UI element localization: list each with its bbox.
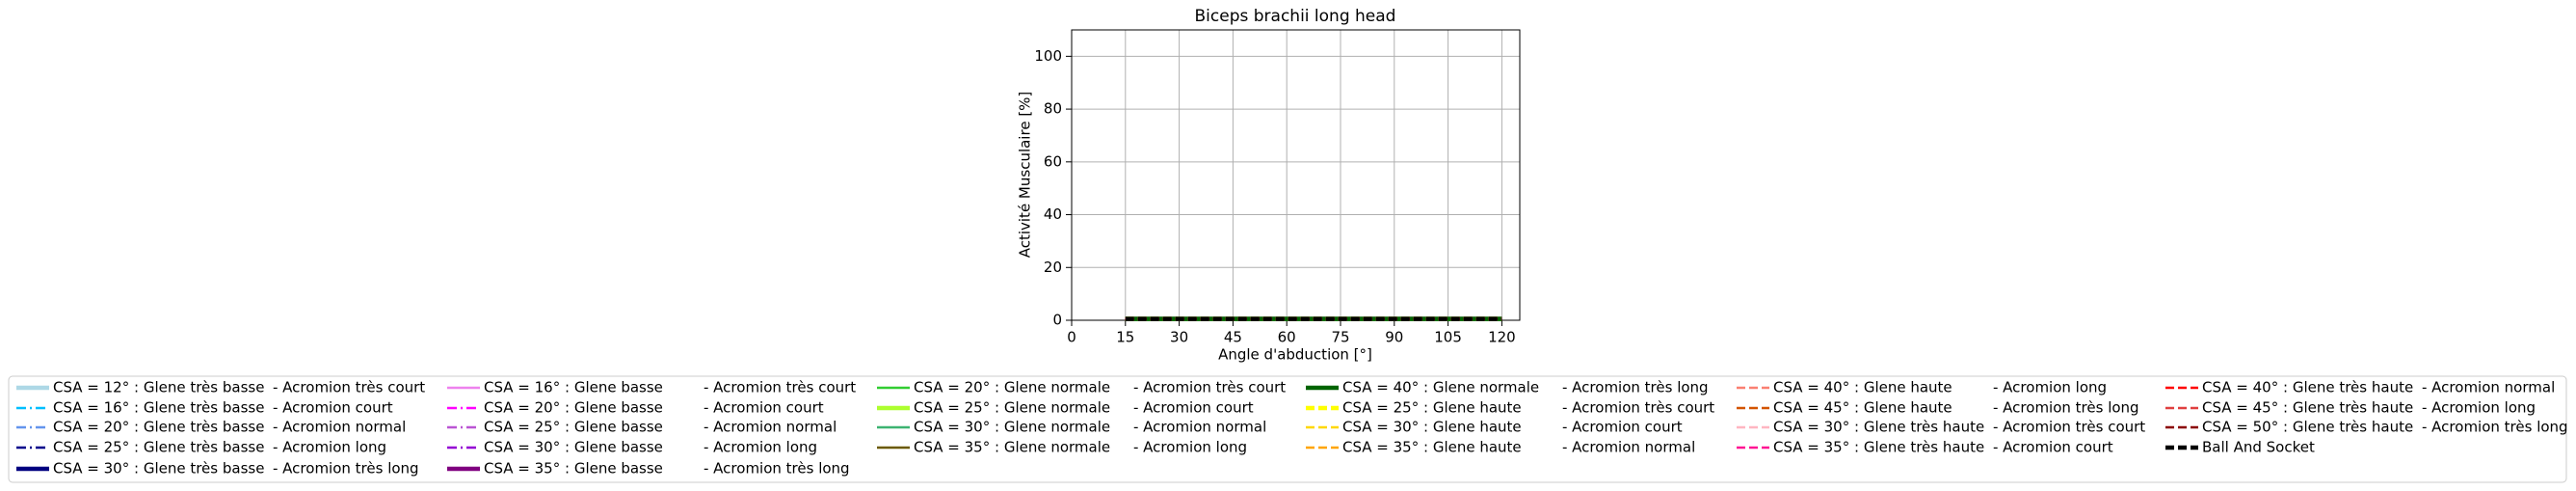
legend-suffix: - Acromion très long (273, 460, 419, 477)
legend-suffix: - Acromion très court (1993, 419, 2145, 436)
legend-suffix: - Acromion normal (1133, 419, 1266, 436)
legend-label: CSA = 30° : Glene normale (914, 419, 1110, 436)
x-tick-label: 30 (1170, 329, 1188, 346)
x-tick-label: 15 (1116, 329, 1134, 346)
x-tick-label: 45 (1224, 329, 1242, 346)
legend-label: CSA = 20° : Glene très basse (53, 419, 264, 436)
legend-label: CSA = 30° : Glene haute (1342, 419, 1522, 436)
legend-suffix: - Acromion très court (704, 379, 856, 396)
y-axis-label: Activité Musculaire [%] (1017, 92, 1034, 259)
legend-suffix: - Acromion long (273, 439, 386, 456)
legend-label: Ball And Socket (2202, 439, 2315, 456)
legend-label: CSA = 25° : Glene haute (1342, 399, 1522, 417)
legend-suffix: - Acromion très long (2422, 419, 2568, 436)
legend-label: CSA = 35° : Glene très haute (1773, 439, 1984, 456)
legend-suffix: - Acromion très long (704, 460, 850, 477)
legend-label: CSA = 16° : Glene basse (484, 379, 663, 396)
legend-suffix: - Acromion court (1993, 439, 2113, 456)
legend-suffix: - Acromion long (704, 439, 817, 456)
legend-label: CSA = 40° : Glene haute (1773, 379, 1952, 396)
y-tick-label: 40 (1044, 205, 1062, 223)
plot-frame (1071, 29, 1521, 321)
legend-label: CSA = 12° : Glene très basse (53, 379, 264, 396)
legend-suffix: - Acromion très long (1993, 399, 2139, 417)
y-tick-label: 100 (1034, 47, 1062, 65)
y-tick-label: 0 (1052, 312, 1062, 329)
legend-label: CSA = 30° : Glene très basse (53, 460, 264, 477)
legend-suffix: - Acromion normal (704, 419, 837, 436)
legend-label: CSA = 35° : Glene normale (914, 439, 1110, 456)
legend-label: CSA = 20° : Glene normale (914, 379, 1110, 396)
legend-suffix: - Acromion normal (2422, 379, 2555, 396)
legend-label: CSA = 45° : Glene haute (1773, 399, 1952, 417)
legend-suffix: - Acromion court (704, 399, 824, 417)
legend-label: CSA = 25° : Glene basse (484, 419, 663, 436)
legend-label: CSA = 30° : Glene très haute (1773, 419, 1984, 436)
legend-suffix: - Acromion long (1133, 439, 1247, 456)
legend-label: CSA = 25° : Glene très basse (53, 439, 264, 456)
legend-label: CSA = 25° : Glene normale (914, 399, 1110, 417)
x-tick-label: 90 (1385, 329, 1403, 346)
legend-label: CSA = 20° : Glene basse (484, 399, 663, 417)
x-tick-label: 0 (1067, 329, 1076, 346)
chart-title: Biceps brachii long head (1195, 7, 1396, 26)
legend-suffix: - Acromion court (1562, 419, 1683, 436)
legend-label: CSA = 35° : Glene haute (1342, 439, 1522, 456)
legend-label: CSA = 45° : Glene très haute (2202, 399, 2413, 417)
legend-label: CSA = 16° : Glene très basse (53, 399, 264, 417)
legend-label: CSA = 40° : Glene très haute (2202, 379, 2413, 396)
legend-suffix: - Acromion très court (1562, 399, 1714, 417)
legend-box (8, 375, 2567, 483)
legend-suffix: - Acromion très court (1133, 379, 1286, 396)
legend-suffix: - Acromion court (273, 399, 393, 417)
x-tick-label: 75 (1331, 329, 1349, 346)
legend-label: CSA = 30° : Glene basse (484, 439, 663, 456)
legend-suffix: - Acromion long (1993, 379, 2107, 396)
y-tick-label: 20 (1044, 259, 1062, 276)
legend-suffix: - Acromion normal (1562, 439, 1695, 456)
x-axis-label: Angle d'abduction [°] (1218, 346, 1372, 364)
x-tick-label: 105 (1434, 329, 1462, 346)
legend-label: CSA = 35° : Glene basse (484, 460, 663, 477)
legend-label: CSA = 50° : Glene très haute (2202, 419, 2413, 436)
legend-suffix: - Acromion très long (1562, 379, 1709, 396)
x-tick-label: 120 (1488, 329, 1516, 346)
legend-suffix: - Acromion très court (273, 379, 425, 396)
x-tick-label: 60 (1278, 329, 1296, 346)
legend-suffix: - Acromion long (2422, 399, 2536, 417)
legend-label: CSA = 40° : Glene normale (1342, 379, 1539, 396)
y-tick-label: 60 (1044, 152, 1062, 170)
legend-suffix: - Acromion normal (273, 419, 406, 436)
legend-suffix: - Acromion court (1133, 399, 1254, 417)
y-tick-label: 80 (1044, 100, 1062, 118)
